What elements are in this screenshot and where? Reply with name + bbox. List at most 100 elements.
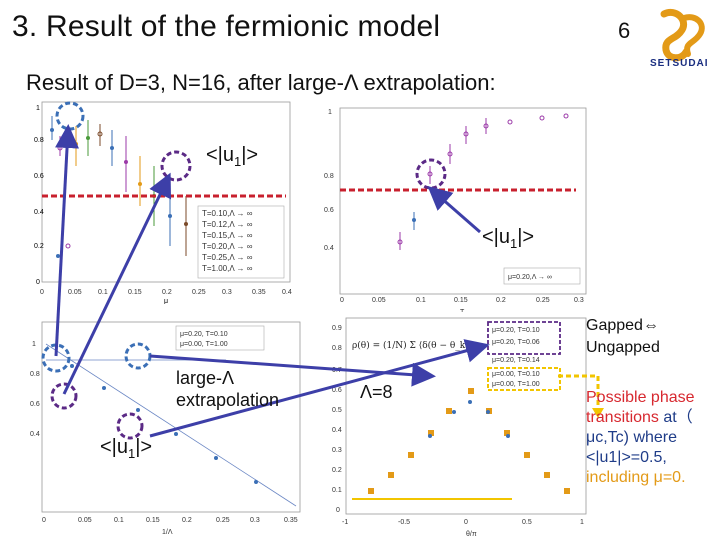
conclusion-line3: μc,Tc) where <box>586 429 678 446</box>
extrapolation-label: extrapolation <box>176 390 280 410</box>
xlabel: μ <box>164 298 168 304</box>
ytick: 0.3 <box>332 447 342 454</box>
slide-subtitle: Result of D=3, N=16, after large-Λ extra… <box>26 70 496 95</box>
ytick: 0.8 <box>332 345 342 352</box>
ytick-1: 1 <box>36 105 40 112</box>
ytick: 0.1 <box>332 487 342 494</box>
legend-item: μ=0.20,Λ → ∞ <box>508 274 552 281</box>
xtick: 0.15 <box>128 289 142 296</box>
xtick: 0.15 <box>146 517 160 524</box>
blue-highlight-circle <box>55 101 85 131</box>
ytick: 0.4 <box>30 431 40 438</box>
legend-item: μ=0.20, T=0.06 <box>492 339 540 346</box>
xtick: 0 <box>340 297 344 304</box>
ytick: 0.8 <box>324 173 334 180</box>
ytick: 1 <box>32 341 36 348</box>
xtick: 0.1 <box>114 517 124 524</box>
xtick: 0.05 <box>68 289 82 296</box>
legend-item: μ=0.20, T=0.10 <box>180 331 228 338</box>
arrow <box>54 124 80 357</box>
xtick: 0.25 <box>192 289 206 296</box>
conclusion-line5: including μ=0. <box>586 469 686 486</box>
formula: ρ(θ) = (1/N) Σ ⟨δ(θ − θ_k)⟩ <box>352 340 472 351</box>
ytick-08: 0.8 <box>34 137 44 144</box>
xtick: 0 <box>464 519 468 526</box>
ytick: 0.2 <box>332 467 342 474</box>
purple-highlight-circle <box>116 412 144 440</box>
ytick: 0.4 <box>332 427 342 434</box>
legend-item: T=1.00,Λ → ∞ <box>202 264 253 273</box>
xtick: -0.5 <box>398 519 410 526</box>
ytick: 0 <box>336 507 340 514</box>
xtick: -1 <box>342 519 348 526</box>
lambda8-label: Λ=8 <box>360 382 393 402</box>
page-number: 6 <box>618 18 631 43</box>
ytick: 0.5 <box>332 407 342 414</box>
arrow <box>149 339 490 438</box>
xlabel: 1/Λ <box>162 529 173 536</box>
xtick: 0.2 <box>496 297 506 304</box>
slide-title: 3. Result of the fermionic model <box>12 10 441 43</box>
setsudai-logo-icon <box>660 9 705 62</box>
ungapped-label: Ungapped <box>586 339 660 356</box>
xtick: 0.5 <box>522 519 532 526</box>
purple-highlight-circle <box>160 150 192 182</box>
gapped-label: Gapped⇔ <box>586 317 659 334</box>
xtick: 0.15 <box>454 297 468 304</box>
legend-item: μ=0.00, T=0.10 <box>492 371 540 378</box>
xtick: 0.4 <box>282 289 292 296</box>
ytick: 0.6 <box>332 387 342 394</box>
xtick: 0.3 <box>250 517 260 524</box>
xtick: 0.1 <box>416 297 426 304</box>
logo-text: SETSUDAI <box>650 58 709 69</box>
ytick: 0.4 <box>324 245 334 252</box>
xtick: 0.3 <box>574 297 584 304</box>
ytick-04: 0.4 <box>34 209 44 216</box>
xtick: 0 <box>42 517 46 524</box>
legend-item: T=0.20,Λ → ∞ <box>202 242 253 251</box>
purple-highlight-circle <box>50 382 78 410</box>
ytick: 0.6 <box>324 207 334 214</box>
xtick: 0.3 <box>222 289 232 296</box>
xlabel: θ/π <box>466 531 477 538</box>
xtick: 0.05 <box>372 297 386 304</box>
yellow-arrow <box>558 374 600 410</box>
xtick: 0.25 <box>216 517 230 524</box>
conclusion-line1: Possible phase <box>586 389 695 406</box>
conclusion-text: Possible phase transitions at（ μc,Tc) wh… <box>586 388 720 488</box>
legend-item: μ=0.00, T=1.00 <box>180 341 228 348</box>
ytick-06: 0.6 <box>34 173 44 180</box>
ytick-0: 0 <box>36 279 40 286</box>
plot-bottom-right: 0.9 0.8 0.7 0.6 0.5 0.4 0.3 0.2 0.1 0 -1… <box>318 312 590 540</box>
xtick: 0.05 <box>78 517 92 524</box>
ytick-02: 0.2 <box>34 243 44 250</box>
xtick: 0.1 <box>98 289 108 296</box>
conclusion-line2a: transitions <box>586 409 659 426</box>
legend-item: T=0.25,Λ → ∞ <box>202 253 253 262</box>
u1-label-top-right: <|u1|> <box>482 226 535 251</box>
conclusion-line2b: at（ <box>658 409 693 426</box>
plot-bottom-left: 1 0.8 0.6 0.4 0 0.05 0.1 0.15 0.2 0.25 0… <box>26 318 306 540</box>
xtick: 0.35 <box>252 289 266 296</box>
xtick: 0.2 <box>182 517 192 524</box>
xtick: 0.35 <box>284 517 298 524</box>
purple-highlight-circle <box>415 158 447 190</box>
blue-highlight-circle <box>124 342 152 370</box>
legend-item: T=0.12,Λ → ∞ <box>202 220 253 229</box>
arrow <box>427 186 481 234</box>
legend-item: μ=0.20, T=0.10 <box>492 327 540 334</box>
xtick: 0.2 <box>162 289 172 296</box>
large-lambda-label: large-Λ <box>176 368 235 388</box>
xtick: 0 <box>40 289 44 296</box>
ytick: 1 <box>328 109 332 116</box>
legend-item: μ=0.00, T=1.00 <box>492 381 540 388</box>
legend-item: T=0.10,Λ → ∞ <box>202 209 253 218</box>
ytick: 0.6 <box>30 401 40 408</box>
legend-item: T=0.15,Λ → ∞ <box>202 231 253 240</box>
legend-item: μ=0.20, T=0.14 <box>492 357 540 364</box>
xtick: 0.25 <box>536 297 550 304</box>
u1-label-top-left: <|u1|> <box>206 144 259 169</box>
conclusion-line4: <|u1|>=0.5, <box>586 449 667 466</box>
xtick: 1 <box>580 519 584 526</box>
